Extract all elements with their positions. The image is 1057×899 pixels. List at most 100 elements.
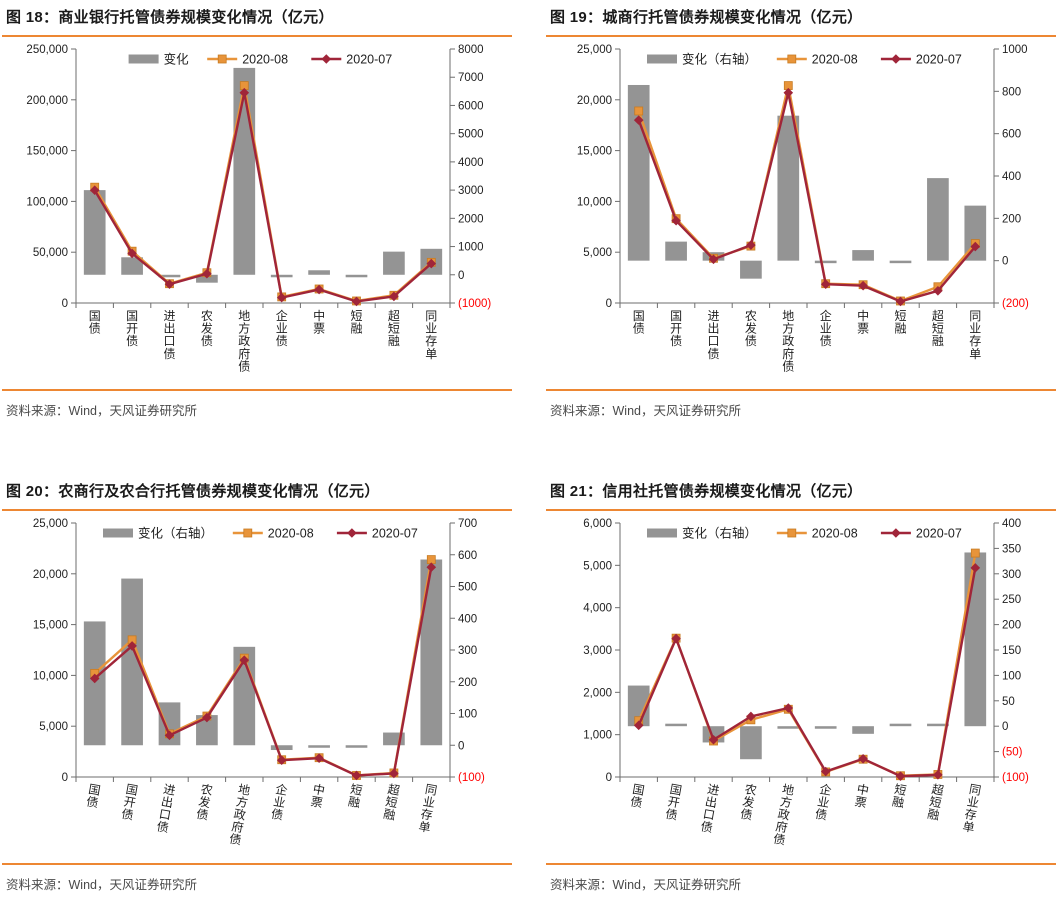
svg-text:2020-07: 2020-07 [372,527,418,541]
svg-text:50,000: 50,000 [33,247,68,259]
chart-area-fig21: 0 1,000 2,000 3,000 4,000 5,000 6,000 (100) (50)… [546,511,1056,863]
svg-text:(100): (100) [458,772,485,784]
svg-text:10,000: 10,000 [577,196,612,208]
svg-text:1000: 1000 [458,242,484,254]
source-note: 资料来源：Wind，天风证券研究所 [546,863,1056,893]
svg-text:350: 350 [1002,543,1021,555]
chart-fig18: 0 50,000 100,000 150,000 200,000 250,000 (1000… [26,44,491,373]
svg-text:5,000: 5,000 [583,247,612,259]
svg-text:短融: 短融 [350,309,362,336]
svg-text:变化（右轴）: 变化（右轴） [682,52,757,67]
svg-text:地方政府债: 地方政府债 [238,309,250,373]
svg-text:企业债: 企业债 [814,781,833,823]
svg-text:200: 200 [1002,213,1021,225]
svg-text:0: 0 [606,772,612,784]
svg-text:6000: 6000 [458,100,484,112]
svg-text:150: 150 [1002,645,1021,657]
svg-text:短融: 短融 [347,782,363,810]
svg-text:国开债: 国开债 [664,782,683,823]
figure-title: 图 19：城商行托管债券规模变化情况（亿元） [546,3,1056,37]
svg-text:国开债: 国开债 [670,309,682,348]
source-note: 资料来源：Wind，天风证券研究所 [546,389,1056,419]
svg-text:0: 0 [62,772,68,784]
svg-text:中票: 中票 [310,781,327,810]
svg-text:国债: 国债 [629,782,645,810]
svg-text:进出口债: 进出口债 [707,309,719,361]
svg-text:2020-08: 2020-08 [812,53,858,67]
svg-text:同业存单: 同业存单 [425,309,437,361]
svg-text:20,000: 20,000 [33,569,68,581]
svg-text:超短融: 超短融 [388,308,400,348]
svg-text:(200): (200) [1002,298,1029,310]
svg-text:300: 300 [458,645,477,657]
source-note: 资料来源：Wind，天风证券研究所 [2,863,512,893]
svg-text:400: 400 [1002,171,1021,183]
svg-text:250,000: 250,000 [26,44,68,56]
svg-text:0: 0 [458,740,464,752]
svg-text:4000: 4000 [458,157,484,169]
svg-text:2020-07: 2020-07 [916,527,962,541]
chart-fig20: 0 5,000 10,000 15,000 20,000 25,000 (100) 0 100 2… [33,518,485,848]
svg-text:国债: 国债 [85,782,101,810]
figure-title: 图 20：农商行及农合行托管债券规模变化情况（亿元） [2,477,512,511]
figure-title: 图 21：信用社托管债券规模变化情况（亿元） [546,477,1056,511]
svg-text:中票: 中票 [854,781,871,810]
svg-text:地方政府债: 地方政府债 [228,782,251,848]
svg-text:同业存单: 同业存单 [969,309,981,361]
svg-text:250: 250 [1002,594,1021,606]
svg-text:同业存单: 同业存单 [961,782,982,835]
svg-text:变化（右轴）: 变化（右轴） [682,526,757,541]
svg-text:4,000: 4,000 [583,603,612,615]
svg-text:25,000: 25,000 [577,44,612,56]
svg-text:7000: 7000 [458,72,484,84]
svg-text:500: 500 [458,582,477,594]
svg-text:(50): (50) [1002,747,1023,759]
svg-text:100: 100 [1002,670,1021,682]
svg-text:5,000: 5,000 [39,721,68,733]
svg-text:3000: 3000 [458,185,484,197]
svg-text:农发债: 农发债 [195,782,214,823]
svg-text:中票: 中票 [857,308,869,336]
svg-text:超短融: 超短融 [382,781,401,823]
svg-text:20,000: 20,000 [577,95,612,107]
svg-text:短融: 短融 [891,782,907,810]
svg-text:中票: 中票 [313,308,325,336]
svg-text:国开债: 国开债 [120,782,139,823]
svg-text:进出口债: 进出口债 [163,309,175,361]
svg-text:地方政府债: 地方政府债 [772,782,795,848]
svg-text:企业债: 企业债 [276,308,288,348]
svg-text:0: 0 [458,270,464,282]
svg-text:国债: 国债 [89,309,101,336]
svg-text:50: 50 [1002,696,1015,708]
svg-text:800: 800 [1002,86,1021,98]
svg-text:2020-08: 2020-08 [812,527,858,541]
svg-text:变化（右轴）: 变化（右轴） [138,526,213,541]
svg-text:3,000: 3,000 [583,645,612,657]
svg-text:300: 300 [1002,569,1021,581]
svg-text:8000: 8000 [458,44,484,56]
chart-fig21: 0 1,000 2,000 3,000 4,000 5,000 6,000 (100) (50)… [583,518,1029,848]
svg-text:2020-08: 2020-08 [242,53,288,67]
svg-text:2,000: 2,000 [583,687,612,699]
svg-text:600: 600 [1002,129,1021,141]
svg-text:农发债: 农发债 [745,309,757,348]
svg-text:国债: 国债 [633,309,645,336]
svg-text:超短融: 超短融 [926,781,945,823]
figure-panel-18: 图 18：商业银行托管债券规模变化情况（亿元） 0 50,000 100,000 15… [2,3,512,419]
svg-text:400: 400 [1002,518,1021,530]
svg-text:10,000: 10,000 [33,670,68,682]
svg-text:150,000: 150,000 [26,146,68,158]
svg-text:200: 200 [1002,620,1021,632]
svg-text:2020-08: 2020-08 [268,527,314,541]
svg-text:2000: 2000 [458,213,484,225]
svg-text:200: 200 [458,677,477,689]
figure-title: 图 18：商业银行托管债券规模变化情况（亿元） [2,3,512,37]
svg-text:600: 600 [458,550,477,562]
svg-text:15,000: 15,000 [577,146,612,158]
svg-text:200,000: 200,000 [26,95,68,107]
svg-text:(100): (100) [1002,772,1029,784]
svg-text:农发债: 农发债 [201,309,213,348]
svg-text:0: 0 [62,298,68,310]
figure-panel-21: 图 21：信用社托管债券规模变化情况（亿元） 0 1,000 2,000 3,000 4… [546,477,1056,893]
svg-text:短融: 短融 [894,309,906,336]
